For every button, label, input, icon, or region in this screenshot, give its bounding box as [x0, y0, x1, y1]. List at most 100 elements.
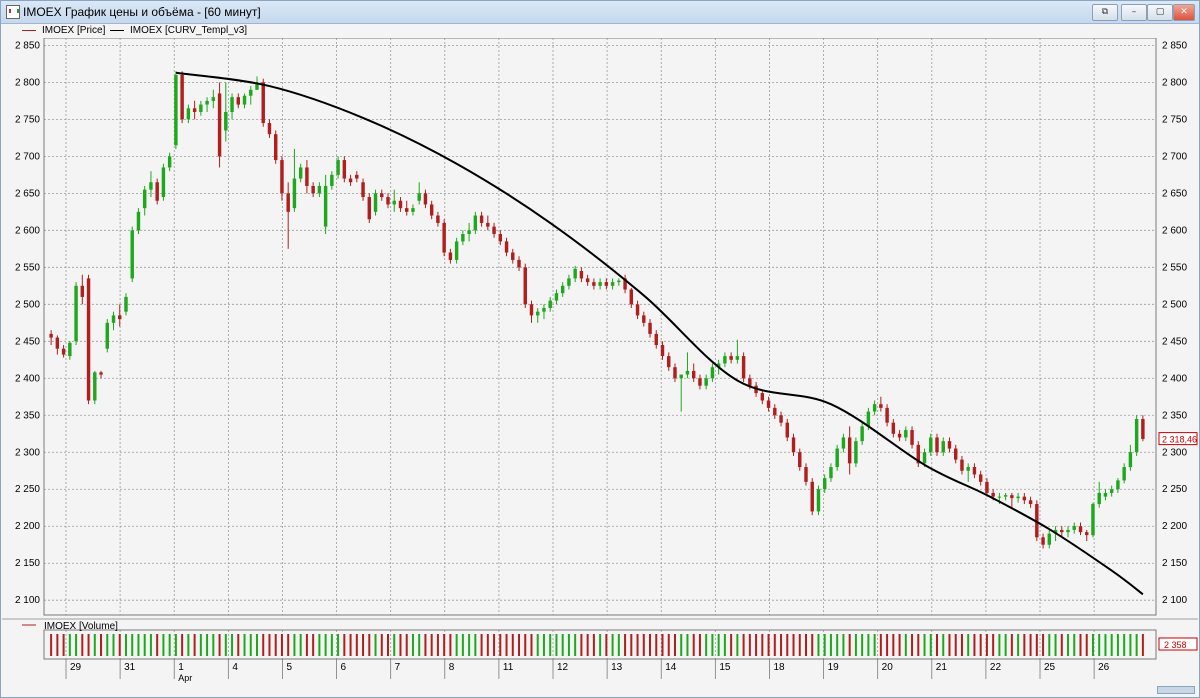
volume-bar-down[interactable] — [486, 634, 489, 656]
candle-down[interactable] — [791, 433, 796, 456]
candle-up[interactable] — [1103, 489, 1108, 501]
candle-up[interactable] — [1072, 522, 1076, 534]
candle-down[interactable] — [654, 330, 658, 349]
candle-down[interactable] — [1141, 415, 1145, 442]
legend-item-price[interactable]: IMOEX [Price] — [22, 25, 105, 36]
candle-down[interactable] — [773, 404, 777, 419]
candle-up[interactable] — [1109, 485, 1114, 497]
candle-up[interactable] — [554, 289, 559, 305]
candle-down[interactable] — [629, 288, 634, 309]
candle-up[interactable] — [1066, 526, 1070, 538]
candle-down[interactable] — [504, 237, 509, 257]
candle-up[interactable] — [68, 341, 72, 360]
volume-bar-down[interactable] — [1141, 634, 1144, 656]
volume-bar-up[interactable] — [1073, 634, 1076, 656]
candle-down[interactable] — [367, 193, 372, 223]
candle-down[interactable] — [448, 248, 453, 264]
candle-down[interactable] — [217, 82, 222, 168]
volume-bar-up[interactable] — [617, 634, 620, 656]
volume-bar-down[interactable] — [343, 634, 346, 656]
volume-bar-up[interactable] — [93, 634, 96, 656]
candle-up[interactable] — [617, 278, 621, 286]
candle-down[interactable] — [779, 411, 783, 427]
volume-bar-up[interactable] — [574, 634, 577, 656]
volume-bar-up[interactable] — [561, 634, 564, 656]
volume-bar-down[interactable] — [362, 634, 365, 656]
volume-bar-down[interactable] — [81, 634, 84, 656]
candle-up[interactable] — [872, 400, 877, 416]
volume-bar-down[interactable] — [792, 634, 795, 656]
candle-up[interactable] — [710, 363, 715, 382]
volume-bar-up[interactable] — [536, 634, 539, 656]
volume-bar-down[interactable] — [649, 634, 652, 656]
candle-up[interactable] — [161, 163, 166, 201]
candle-down[interactable] — [498, 230, 503, 246]
candle-down[interactable] — [61, 344, 66, 358]
candle-up[interactable] — [542, 304, 546, 320]
candle-down[interactable] — [673, 363, 677, 382]
candle-down[interactable] — [604, 278, 609, 290]
candle-down[interactable] — [180, 71, 184, 124]
candle-up[interactable] — [330, 171, 334, 190]
candle-down[interactable] — [1078, 522, 1083, 536]
candle-up[interactable] — [854, 437, 858, 468]
volume-bar-down[interactable] — [387, 634, 390, 656]
volume-bar-up[interactable] — [717, 634, 720, 656]
volume-bar-down[interactable] — [673, 634, 676, 656]
volume-bar-up[interactable] — [1054, 634, 1057, 656]
volume-bar-down[interactable] — [642, 634, 645, 656]
volume-bar-up[interactable] — [1110, 634, 1113, 656]
candle-down[interactable] — [1085, 529, 1089, 542]
volume-bar-up[interactable] — [106, 634, 109, 656]
volume-bar-down[interactable] — [848, 634, 851, 656]
candle-down[interactable] — [935, 433, 939, 456]
candle-down[interactable] — [236, 93, 240, 109]
chart-area[interactable]: 2 850 2 800 2 750 2 700 2 650 2 600 2 550 2 500… — [2, 37, 1198, 695]
volume-bar-down[interactable] — [767, 634, 770, 656]
volume-bar-down[interactable] — [973, 634, 976, 656]
volume-bar-up[interactable] — [817, 634, 820, 656]
volume-bar-up[interactable] — [299, 634, 302, 656]
volume-bar-down[interactable] — [380, 634, 383, 656]
candle-down[interactable] — [529, 300, 534, 323]
volume-bar-down[interactable] — [218, 634, 221, 656]
candle-up[interactable] — [373, 189, 378, 216]
volume-bar-down[interactable] — [730, 634, 733, 656]
candle-up[interactable] — [816, 485, 821, 516]
volume-bar-down[interactable] — [1029, 634, 1032, 656]
candle-down[interactable] — [885, 404, 889, 427]
candle-down[interactable] — [1041, 533, 1045, 549]
candle-down[interactable] — [910, 426, 914, 449]
candle-up[interactable] — [536, 308, 540, 323]
volume-bar-up[interactable] — [861, 634, 864, 656]
volume-bar-down[interactable] — [305, 634, 308, 656]
candle-down[interactable] — [479, 211, 484, 227]
candle-up[interactable] — [904, 426, 908, 442]
candle-up[interactable] — [1134, 415, 1139, 456]
candle-up[interactable] — [929, 433, 933, 456]
volume-bar-down[interactable] — [274, 634, 277, 656]
candle-down[interactable] — [348, 174, 353, 186]
candle-down[interactable] — [1060, 526, 1064, 538]
candle-down[interactable] — [891, 418, 896, 438]
legend-item-curve[interactable]: IMOEX [CURV_Templ_v3] — [110, 25, 247, 36]
volume-bar-down[interactable] — [698, 634, 701, 656]
volume-bar-up[interactable] — [249, 634, 252, 656]
volume-bar-down[interactable] — [499, 634, 502, 656]
volume-bar-up[interactable] — [324, 634, 327, 656]
volume-bar-up[interactable] — [468, 634, 471, 656]
candle-up[interactable] — [111, 311, 116, 331]
candle-down[interactable] — [785, 418, 789, 442]
volume-bar-up[interactable] — [599, 634, 602, 656]
candle-down[interactable] — [847, 426, 852, 475]
candle-down[interactable] — [192, 100, 197, 120]
candle-up[interactable] — [1003, 492, 1008, 501]
candle-down[interactable] — [579, 267, 584, 283]
candle-down[interactable] — [286, 182, 290, 249]
volume-bar-up[interactable] — [686, 634, 689, 656]
volume-bar-up[interactable] — [1048, 634, 1051, 656]
candle-down[interactable] — [49, 330, 53, 345]
candle-down[interactable] — [423, 189, 428, 209]
volume-bar-down[interactable] — [156, 634, 159, 656]
volume-bar-up[interactable] — [206, 634, 209, 656]
